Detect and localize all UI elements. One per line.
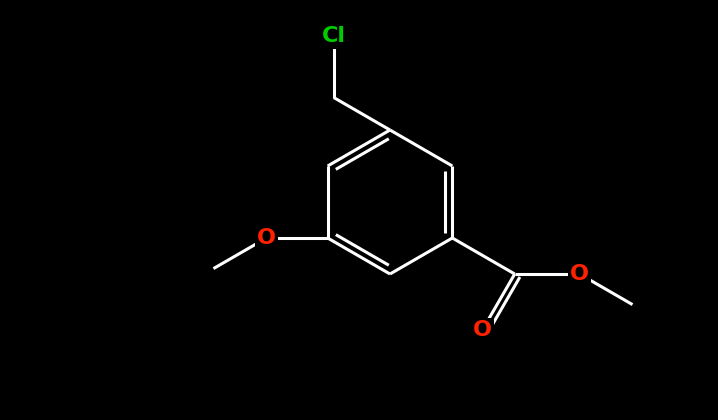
Text: O: O xyxy=(570,264,589,284)
Text: Cl: Cl xyxy=(322,26,346,46)
Text: O: O xyxy=(473,320,492,340)
Text: O: O xyxy=(257,228,276,248)
